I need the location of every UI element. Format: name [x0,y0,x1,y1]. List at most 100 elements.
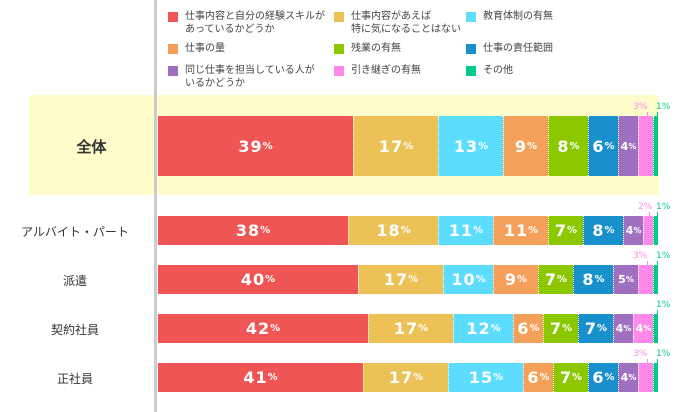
segment-value: 18 [376,221,401,240]
outside-value-label: 1% [656,251,671,261]
segment-value: 8 [557,136,570,156]
segment-overtime: 7% [538,265,573,294]
percent-sign: % [633,226,642,235]
segment-value: 4 [625,224,634,237]
percent-sign: % [262,140,273,152]
row-label-dispatch: 派遣 [62,274,87,288]
segment-value: 6 [517,319,530,338]
segment-coworker: 5% [613,265,638,294]
outside-value-label: 3% [633,251,648,261]
segment-no-concern: 18% [348,216,438,245]
segment-value: 17 [383,270,409,289]
percent-sign: % [604,225,615,236]
percent-sign: % [270,323,281,334]
outside-value-label: 1% [656,202,671,212]
percent-sign: % [490,323,501,334]
segment-no-concern: 17% [368,314,453,343]
segment-skill-match: 42% [158,314,368,343]
segment-value: 7 [559,368,573,387]
segment-value: 38 [235,221,261,240]
segment-value: 17 [388,368,414,387]
segment-other: 1% [653,300,670,343]
legend-item-skill-match: 仕事内容と自分の経験スキルが あっているかどうか [168,10,325,36]
row-label-full-time: 正社員 [56,372,93,386]
legend-label: 引き継ぎの有無 [351,65,421,76]
segment-overtime: 7% [543,314,578,343]
legend-item-overtime: 残業の有無 [334,42,401,55]
segment-value: 7 [544,270,558,289]
segment-handover: 4% [633,314,653,343]
percent-sign: % [473,225,484,236]
percent-sign: % [604,140,615,152]
legend-item-other: その他 [466,64,513,77]
bar-full-time: 41% 17% 15% 6% 7% 6% 4% 3% 1% [158,349,670,392]
leader-line [656,261,658,265]
segment-value: 41 [243,368,268,387]
bar-dispatch: 40% 17% 10% 9% 7% 8% 5% 3% 1% [158,251,670,294]
percent-sign: % [400,225,411,236]
percent-sign: % [529,323,540,334]
legend-swatch [334,66,344,76]
segment-skill-match: 39% [158,116,353,176]
segment-value: 39 [238,136,263,156]
percent-sign: % [604,372,615,383]
percent-sign: % [557,274,568,285]
outside-value-label: 3% [633,102,648,112]
segment-responsibility: 8% [583,216,623,245]
segment-value: 4 [620,139,629,153]
segment-value: 6 [527,368,540,387]
legend-item-coworker: 同じ仕事を担当している人が いるかどうか [168,64,315,90]
row-label-total: 全体 [76,138,107,156]
segment-responsibility: 7% [578,314,613,343]
segment-skill-match: 41% [158,363,363,392]
segment-value: 4 [620,371,629,384]
segment-training: 11% [438,216,493,245]
percent-sign: % [625,275,634,284]
segment-responsibility: 6% [588,363,618,392]
percent-sign: % [623,324,632,333]
percent-sign: % [517,274,528,285]
segment-value: 9 [514,136,528,156]
leader-line [646,359,648,363]
segment-value: 12 [466,319,491,338]
segment-value: 17 [378,136,404,156]
segment-skill-match: 40% [158,265,358,294]
segment-value: 17 [393,319,419,338]
legend-item-handover: 引き継ぎの有無 [334,64,421,77]
segment-value: 4 [615,322,624,335]
segment-skill-match: 38% [158,216,348,245]
percent-sign: % [478,140,489,152]
segment-value: 42 [245,319,271,338]
segment-value: 8 [582,270,595,289]
outside-value-label: 3% [633,349,648,359]
segment-handover: 2% [638,202,653,245]
segment-value: 7 [584,319,598,338]
outside-value-label: 1% [656,349,671,359]
segment-handover: 3% [633,102,653,176]
legend-item-responsibility: 仕事の責任範囲 [466,42,553,55]
segment-training: 10% [443,265,493,294]
segment-workload: 6% [513,314,543,343]
segment-value: 7 [554,221,568,240]
percent-sign: % [265,274,276,285]
percent-sign: % [403,140,414,152]
legend-label: 仕事の量 [185,43,225,54]
legend-item-workload: 仕事の量 [168,42,225,55]
segment-coworker: 4% [623,216,643,245]
percent-sign: % [475,274,486,285]
segment-coworker: 4% [618,116,638,176]
leader-line [656,212,658,216]
legend-label: 仕事の責任範囲 [483,43,553,54]
percent-sign: % [418,323,429,334]
leader-line [646,112,648,116]
segment-other: 1% [653,349,670,392]
legend-item-training: 教育体制の有無 [466,10,553,23]
segment-training: 15% [448,363,523,392]
segment-workload: 6% [523,363,553,392]
leader-line [649,212,650,216]
legend-swatch [334,44,344,54]
segment-value: 5 [618,273,626,286]
segment-other: 1% [653,202,670,245]
segment-value: 40 [240,270,266,289]
percent-sign: % [628,373,637,382]
